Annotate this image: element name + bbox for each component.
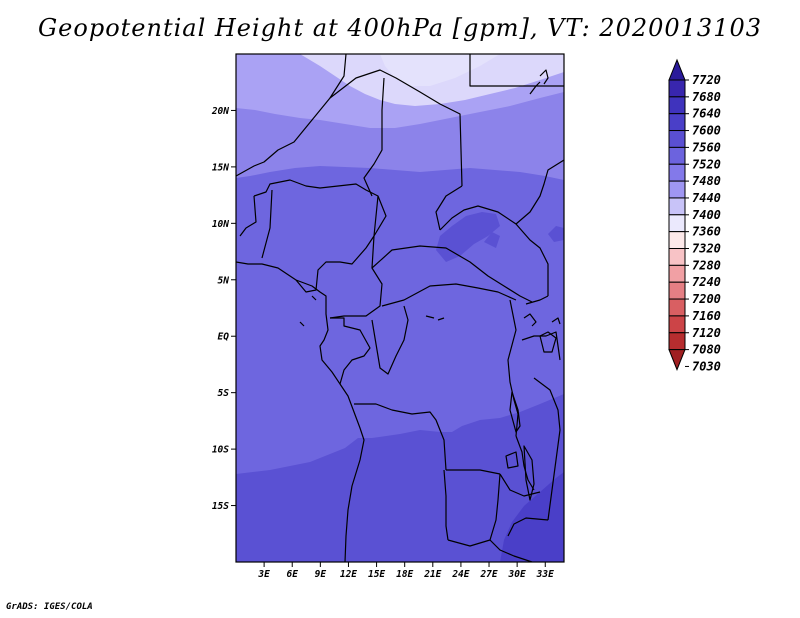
colorbar-label: 7030	[692, 359, 721, 373]
colorbar-label: 7160	[692, 309, 721, 323]
lon-tick-label: 3E	[257, 569, 270, 580]
colorbar-label: 7200	[692, 292, 721, 306]
colorbar-swatch	[668, 264, 686, 283]
lat-tick-label: 15N	[212, 162, 229, 173]
contour-7600-blob	[436, 212, 500, 262]
colorbar-label: 7240	[692, 275, 721, 289]
lat-tick-label: 15S	[212, 501, 229, 512]
lat-tick-label: 10N	[212, 219, 229, 230]
lon-tick-label: 12E	[340, 569, 357, 580]
colorbar-swatch	[668, 332, 686, 351]
colorbar-label: 7640	[692, 107, 721, 121]
colorbar-swatch	[668, 298, 686, 317]
colorbar: 7720 7680 7640 7600 7560 7520 7480 7440 7400 7360…	[668, 58, 721, 373]
contour-7640-band	[500, 472, 564, 562]
colorbar-swatch	[668, 180, 686, 199]
colorbar-label: 7280	[692, 258, 721, 272]
colorbar-swatch	[668, 214, 686, 233]
lon-tick-label: 15E	[368, 569, 385, 580]
colorbar-top-arrow	[668, 58, 686, 81]
lon-tick-label: 24E	[451, 569, 469, 580]
colorbar-label: 7080	[692, 343, 721, 357]
footer-credit: GrADS: IGES/COLA	[6, 602, 93, 612]
map-frame	[235, 53, 565, 563]
colorbar-label: 7320	[692, 242, 721, 256]
colorbar-swatch	[668, 231, 686, 249]
colorbar-label: 7680	[692, 90, 721, 104]
lat-tick-label: 10S	[212, 445, 229, 456]
colorbar-label: 7360	[692, 225, 721, 239]
colorbar-swatch	[668, 163, 686, 182]
colorbar-label: 7720	[692, 73, 721, 87]
colorbar-swatch	[668, 130, 686, 148]
longitude-axis: 3E 6E 9E 12E 15E 18E 21E 24E 27E 30E 33E	[257, 562, 554, 580]
chart-title: Geopotential Height at 400hPa [gpm], VT:…	[38, 14, 762, 42]
contour-field	[236, 54, 564, 562]
lon-tick-label: 33E	[536, 569, 554, 580]
latitude-axis: 20N 15N 10N 5N EQ 5S 10S 15S	[211, 106, 236, 512]
country-borders	[236, 54, 564, 562]
colorbar-label: 7440	[692, 191, 721, 205]
lat-tick-label: 20N	[211, 106, 229, 117]
colorbar-label: 7120	[692, 326, 721, 340]
lon-tick-label: 30E	[508, 569, 526, 580]
contour-7600-blob	[484, 232, 500, 248]
lat-tick-label: 5N	[218, 275, 230, 286]
lon-tick-label: 21E	[423, 569, 441, 580]
colorbar-swatch	[668, 113, 686, 132]
contour-7600-blob	[548, 226, 564, 242]
lon-tick-label: 6E	[287, 569, 299, 580]
colorbar-swatch	[668, 79, 686, 98]
lon-tick-label: 27E	[479, 569, 497, 580]
colorbar-swatch	[668, 96, 686, 115]
colorbar-label: 7560	[692, 140, 721, 154]
colorbar-bottom-arrow	[668, 349, 686, 371]
lat-tick-label: EQ	[218, 332, 230, 343]
colorbar-label: 7480	[692, 174, 721, 188]
lat-tick-label: 5S	[218, 388, 230, 399]
colorbar-swatch	[668, 315, 686, 334]
colorbar-swatch	[668, 281, 686, 300]
contour-7600-band	[236, 394, 564, 562]
colorbar-swatch	[668, 146, 686, 165]
colorbar-label: 7400	[692, 208, 721, 222]
colorbar-swatch	[668, 197, 686, 216]
colorbar-swatch	[668, 248, 686, 266]
lon-tick-label: 18E	[396, 569, 413, 580]
colorbar-label: 7600	[692, 124, 721, 138]
colorbar-label: 7520	[692, 157, 721, 171]
lon-tick-label: 9E	[315, 569, 327, 580]
